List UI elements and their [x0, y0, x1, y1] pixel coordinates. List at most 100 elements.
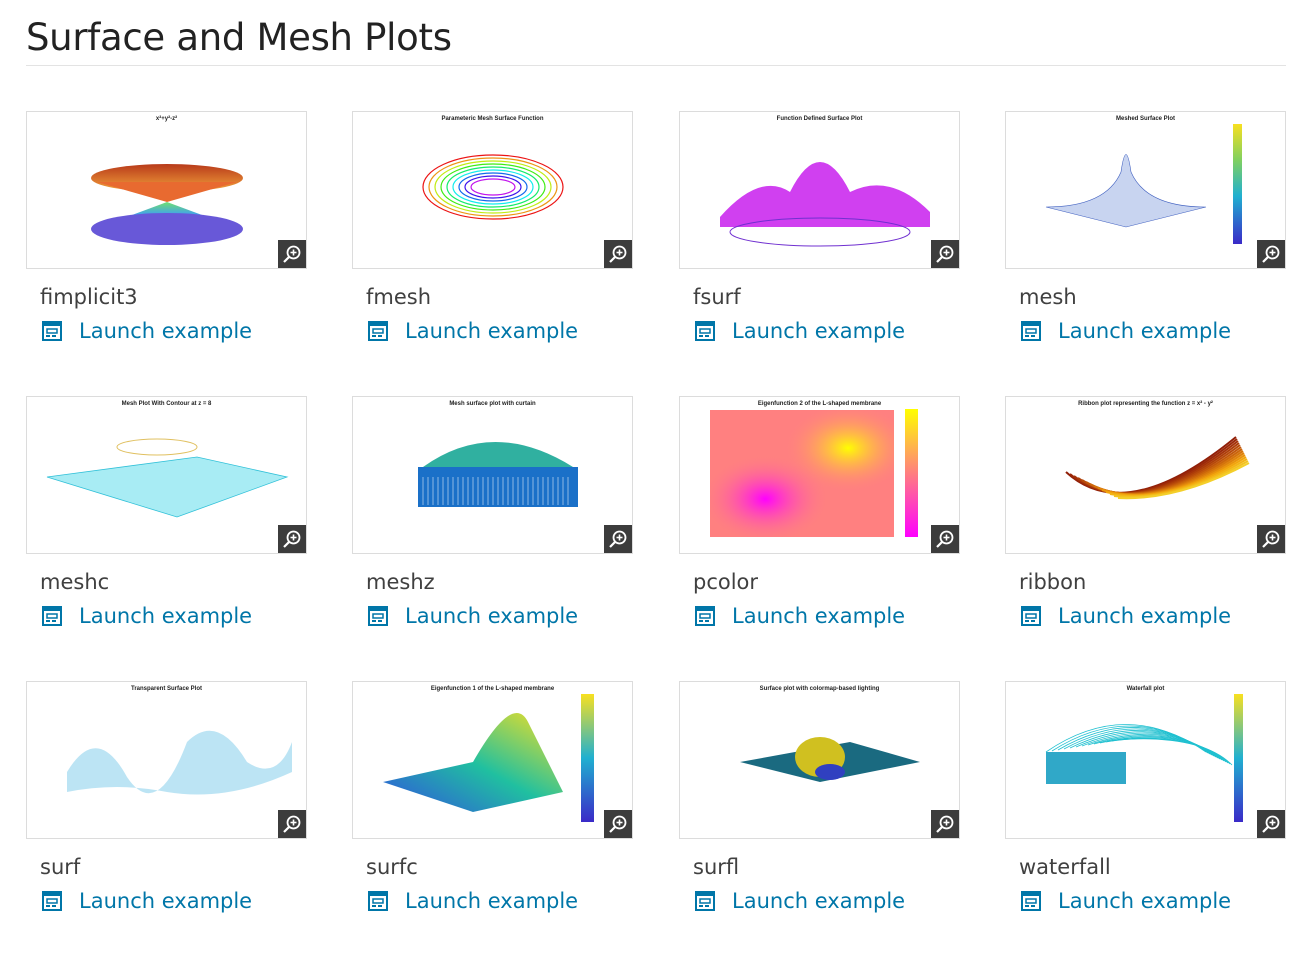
example-card-waterfall: Waterfall plot waterfall Launch example	[1005, 681, 1286, 913]
example-card-fmesh: Parameteric Mesh Surface Function fmesh …	[352, 111, 633, 343]
plot-thumbnail-image	[1065, 436, 1250, 500]
zoom-in-button[interactable]	[931, 240, 959, 268]
launch-example-label: Launch example	[79, 604, 253, 628]
launch-example-link[interactable]: Launch example	[1021, 889, 1286, 913]
thumbnail-title: Eigenfunction 2 of the L-shaped membrane	[757, 401, 882, 407]
launch-example-label: Launch example	[732, 319, 906, 343]
plot-thumbnail-image	[46, 438, 289, 518]
magnifier-plus-icon	[936, 815, 954, 833]
launch-example-label: Launch example	[79, 889, 253, 913]
magnifier-plus-icon	[1262, 530, 1280, 548]
plot-thumbnail-image	[1045, 124, 1242, 244]
plot-thumbnail-image	[710, 409, 918, 537]
app-window-icon	[42, 606, 62, 626]
zoom-in-button[interactable]	[931, 810, 959, 838]
app-window-icon	[368, 891, 388, 911]
launch-example-label: Launch example	[405, 889, 579, 913]
example-thumbnail[interactable]: Surface plot with colormap-based lightin…	[679, 681, 960, 839]
magnifier-plus-icon	[609, 530, 627, 548]
example-card-surfl: Surface plot with colormap-based lightin…	[679, 681, 960, 913]
page-title: Surface and Mesh Plots	[26, 16, 452, 59]
example-thumbnail[interactable]: Mesh surface plot with curtain	[352, 396, 633, 554]
launch-example-link[interactable]: Launch example	[695, 604, 960, 628]
example-card-fsurf: Function Defined Surface Plot fsurf Laun…	[679, 111, 960, 343]
launch-example-link[interactable]: Launch example	[1021, 319, 1286, 343]
app-window-icon	[368, 606, 388, 626]
zoom-in-button[interactable]	[1257, 240, 1285, 268]
example-thumbnail[interactable]: Ribbon plot representing the function z …	[1005, 396, 1286, 554]
magnifier-plus-icon	[1262, 815, 1280, 833]
launch-example-label: Launch example	[732, 604, 906, 628]
thumbnail-title: Ribbon plot representing the function z …	[1078, 401, 1213, 407]
example-name: fsurf	[693, 285, 741, 309]
example-thumbnail[interactable]: Function Defined Surface Plot	[679, 111, 960, 269]
app-window-icon	[695, 891, 715, 911]
thumbnail-title: Surface plot with colormap-based lightin…	[759, 686, 880, 692]
app-window-icon	[42, 891, 62, 911]
launch-example-label: Launch example	[79, 319, 253, 343]
magnifier-plus-icon	[283, 530, 301, 548]
magnifier-plus-icon	[609, 815, 627, 833]
zoom-in-button[interactable]	[604, 810, 632, 838]
magnifier-plus-icon	[1262, 245, 1280, 263]
launch-example-link[interactable]: Launch example	[42, 604, 307, 628]
thumbnail-title: Meshed Surface Plot	[1115, 116, 1175, 122]
zoom-in-button[interactable]	[604, 525, 632, 553]
thumbnail-title: Transparent Surface Plot	[130, 686, 203, 692]
zoom-in-button[interactable]	[1257, 525, 1285, 553]
example-thumbnail[interactable]: Parameteric Mesh Surface Function	[352, 111, 633, 269]
launch-example-label: Launch example	[732, 889, 906, 913]
example-name: meshc	[40, 570, 110, 594]
example-thumbnail[interactable]: x²+y²-z²	[26, 111, 307, 269]
launch-example-link[interactable]: Launch example	[368, 889, 633, 913]
launch-example-label: Launch example	[1058, 319, 1232, 343]
example-thumbnail[interactable]: Mesh Plot With Contour at z = 8	[26, 396, 307, 554]
title-divider	[26, 65, 1286, 66]
zoom-in-button[interactable]	[604, 240, 632, 268]
example-card-ribbon: Ribbon plot representing the function z …	[1005, 396, 1286, 628]
plot-thumbnail-image	[720, 162, 930, 247]
launch-example-label: Launch example	[1058, 889, 1232, 913]
plot-thumbnail-image	[91, 164, 243, 245]
app-window-icon	[1021, 606, 1041, 626]
example-thumbnail[interactable]: Meshed Surface Plot	[1005, 111, 1286, 269]
launch-example-link[interactable]: Launch example	[368, 604, 633, 628]
launch-example-link[interactable]: Launch example	[695, 319, 960, 343]
zoom-in-button[interactable]	[278, 810, 306, 838]
thumbnail-title: Waterfall plot	[1126, 686, 1165, 692]
thumbnail-title: Function Defined Surface Plot	[776, 116, 863, 122]
thumbnail-title: Parameteric Mesh Surface Function	[441, 116, 544, 122]
zoom-in-button[interactable]	[278, 240, 306, 268]
app-window-icon	[368, 321, 388, 341]
example-name: pcolor	[693, 570, 759, 594]
example-thumbnail[interactable]: Eigenfunction 1 of the L-shaped membrane	[352, 681, 633, 839]
example-thumbnail[interactable]: Transparent Surface Plot	[26, 681, 307, 839]
launch-example-link[interactable]: Launch example	[42, 889, 307, 913]
launch-example-link[interactable]: Launch example	[42, 319, 307, 343]
launch-example-link[interactable]: Launch example	[368, 319, 633, 343]
app-window-icon	[42, 321, 62, 341]
zoom-in-button[interactable]	[1257, 810, 1285, 838]
magnifier-plus-icon	[283, 815, 301, 833]
plot-thumbnail-image	[740, 737, 920, 782]
plot-thumbnail-image	[383, 694, 594, 822]
example-card-meshz: Mesh surface plot with curtain meshz Lau…	[352, 396, 633, 628]
example-thumbnail[interactable]: Eigenfunction 2 of the L-shaped membrane	[679, 396, 960, 554]
example-thumbnail[interactable]: Waterfall plot	[1005, 681, 1286, 839]
example-name: meshz	[366, 570, 435, 594]
app-window-icon	[695, 321, 715, 341]
thumbnail-title: Eigenfunction 1 of the L-shaped membrane	[430, 686, 555, 692]
thumbnail-title: Mesh surface plot with curtain	[449, 401, 536, 407]
launch-example-link[interactable]: Launch example	[695, 889, 960, 913]
magnifier-plus-icon	[283, 245, 301, 263]
example-card-fimplicit3: x²+y²-z² fimplicit3 Launch example	[26, 111, 307, 343]
magnifier-plus-icon	[609, 245, 627, 263]
example-card-surfc: Eigenfunction 1 of the L-shaped membrane…	[352, 681, 633, 913]
launch-example-label: Launch example	[405, 604, 579, 628]
zoom-in-button[interactable]	[931, 525, 959, 553]
example-card-surf: Transparent Surface Plot surf Launch exa…	[26, 681, 307, 913]
example-card-meshc: Mesh Plot With Contour at z = 8 meshc La…	[26, 396, 307, 628]
launch-example-link[interactable]: Launch example	[1021, 604, 1286, 628]
example-name: mesh	[1019, 285, 1077, 309]
zoom-in-button[interactable]	[278, 525, 306, 553]
